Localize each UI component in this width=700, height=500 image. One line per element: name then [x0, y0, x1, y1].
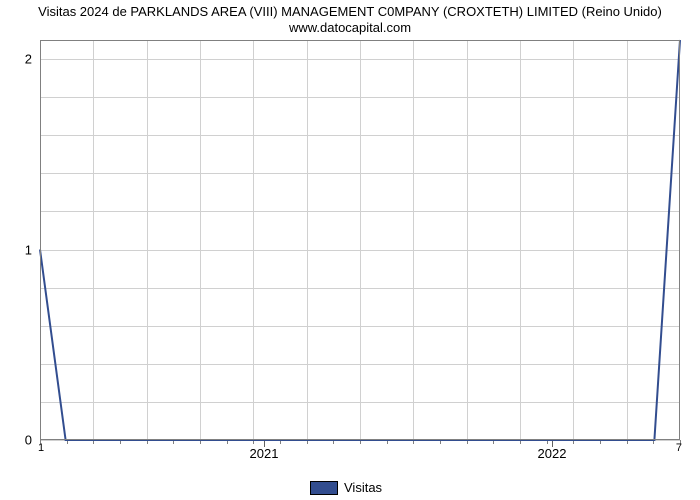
- chart-title: Visitas 2024 de PARKLANDS AREA (VIII) MA…: [0, 4, 700, 35]
- x-corner-right: 7: [676, 440, 682, 454]
- legend: Visitas: [310, 480, 382, 495]
- x-corner-left: 1: [38, 440, 44, 454]
- y-tick-label: 2: [25, 52, 40, 67]
- chart-title-line2: www.datocapital.com: [0, 20, 700, 36]
- plot-area: 0122021202217: [40, 40, 680, 440]
- legend-swatch: [310, 481, 338, 495]
- x-major-label: 2022: [538, 440, 567, 461]
- y-tick-label: 1: [25, 242, 40, 257]
- chart-title-line1: Visitas 2024 de PARKLANDS AREA (VIII) MA…: [0, 4, 700, 20]
- legend-label: Visitas: [344, 480, 382, 495]
- series-line: [40, 40, 680, 440]
- x-major-label: 2021: [250, 440, 279, 461]
